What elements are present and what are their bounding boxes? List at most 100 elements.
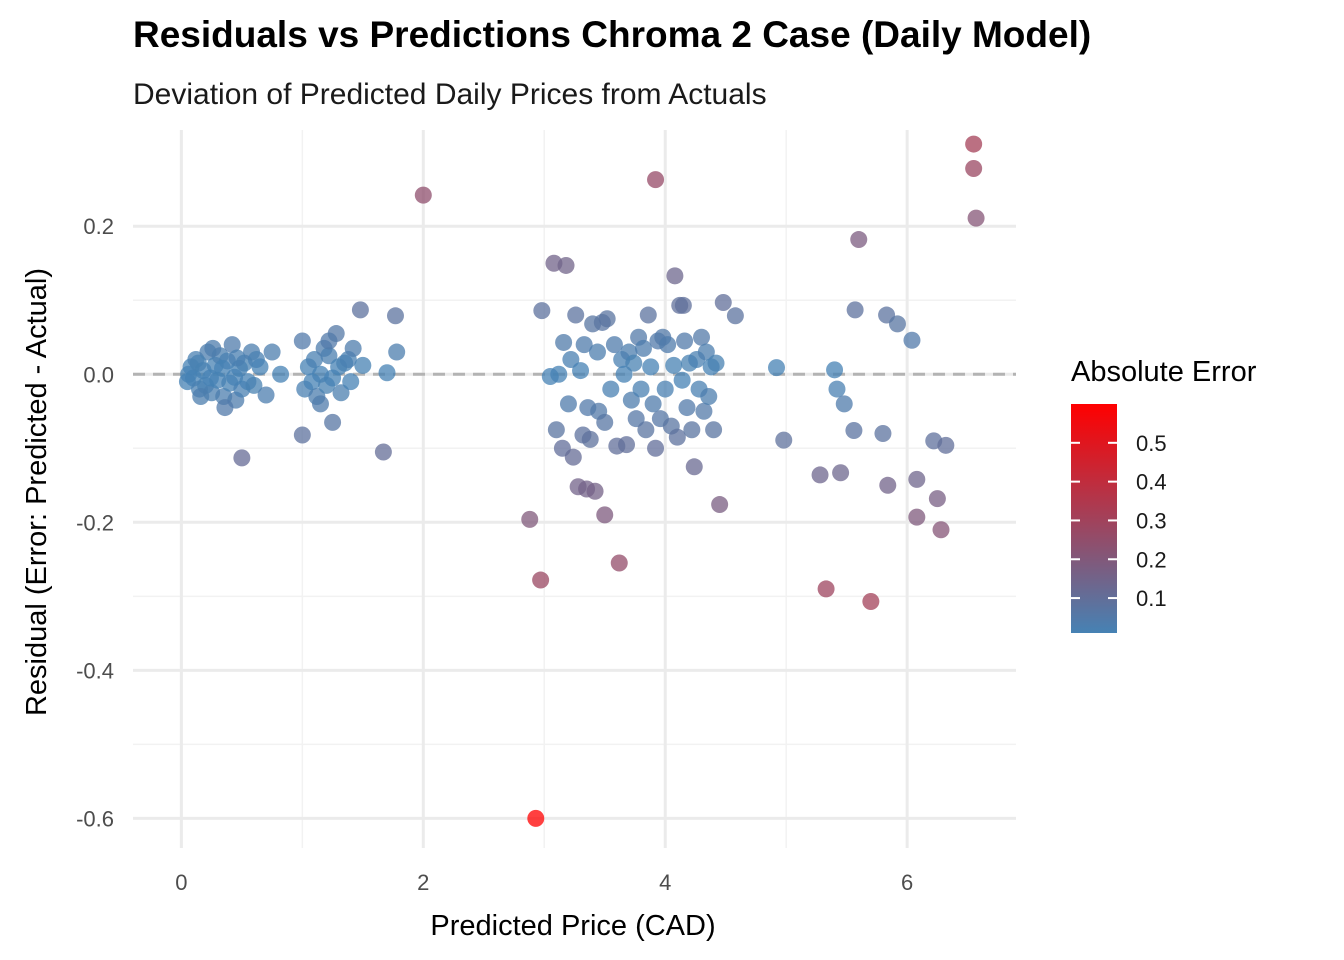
data-point [567,306,585,324]
y-tick-label: -0.2 [76,510,114,535]
data-point [320,332,338,350]
data-point [625,354,643,372]
data-point [386,307,404,325]
data-point [666,267,684,285]
data-point [775,431,793,449]
data-point [602,380,620,398]
data-point [668,428,686,446]
data-point [832,464,850,482]
data-point [596,413,614,431]
color-legend: Absolute Error 0.5 0.4 0.3 0.2 0.1 [1071,356,1257,633]
data-point [180,365,198,383]
data-points [178,135,985,827]
data-point [618,436,636,454]
data-point [527,809,545,827]
data-point [622,391,640,409]
data-point [272,365,290,383]
data-point [846,301,864,319]
data-point [676,332,694,350]
data-point [257,386,275,404]
data-point [216,399,234,417]
data-point [223,336,241,354]
data-point [374,443,392,461]
x-axis-title: Predicted Price (CAD) [430,910,715,942]
data-point [586,482,604,500]
data-point [707,354,725,372]
legend-tick-label: 0.1 [1136,586,1167,611]
legend-tick-label: 0.3 [1136,508,1167,533]
x-axis-ticks: 0 2 4 6 [175,870,913,895]
data-point [293,332,311,350]
data-point [559,395,577,413]
data-point [263,343,281,361]
data-point [324,413,342,431]
legend-tick-label: 0.5 [1136,431,1167,456]
data-point [695,402,713,420]
data-point [610,554,628,572]
data-point [965,135,983,153]
data-point [826,361,844,379]
data-point [908,470,926,488]
data-point [647,171,665,189]
data-point [711,496,729,514]
data-point [605,336,623,354]
data-point [555,333,573,351]
data-point [332,384,350,402]
data-point [835,395,853,413]
data-point [817,580,835,598]
data-point [644,395,662,413]
data-point [615,365,633,383]
data-point [908,508,926,526]
data-point [562,350,580,368]
data-point [928,490,946,508]
x-tick-label: 2 [417,870,429,895]
data-point [414,186,432,204]
data-point [233,449,251,467]
data-point [351,301,369,319]
data-point [588,343,606,361]
data-point [532,571,550,589]
data-point [685,458,703,476]
data-point [547,421,565,439]
data-point [226,368,244,386]
data-point [642,358,660,376]
data-point [888,315,906,333]
data-point [903,331,921,349]
data-point [344,339,362,357]
x-tick-label: 0 [175,870,187,895]
data-point [967,209,985,227]
y-tick-label: 0.0 [83,362,114,387]
data-point [575,336,593,354]
y-tick-label: -0.6 [76,806,114,831]
data-point [388,343,406,361]
data-point [311,395,329,413]
y-tick-label: -0.4 [76,658,114,683]
data-point [228,349,246,367]
data-point [845,422,863,440]
data-point [700,387,718,405]
data-point [714,293,732,311]
data-point [673,371,691,389]
data-point [521,510,539,528]
data-point [965,159,983,177]
y-axis-ticks: 0.2 0.0 -0.2 -0.4 -0.6 [76,214,114,831]
data-point [564,448,582,466]
data-point [596,506,614,524]
legend-tick-label: 0.4 [1136,470,1167,495]
data-point [598,310,616,328]
data-point [627,410,645,428]
data-point [932,521,950,539]
data-point [581,430,599,448]
data-point [189,354,207,372]
data-point [862,593,880,611]
chart-title: Residuals vs Predictions Chroma 2 Case (… [133,14,1092,55]
data-point [293,426,311,444]
data-point [665,356,683,374]
legend-title: Absolute Error [1071,356,1257,388]
data-point [678,399,696,417]
data-point [245,376,263,394]
data-point [874,424,892,442]
data-point [637,421,655,439]
data-point [656,380,674,398]
